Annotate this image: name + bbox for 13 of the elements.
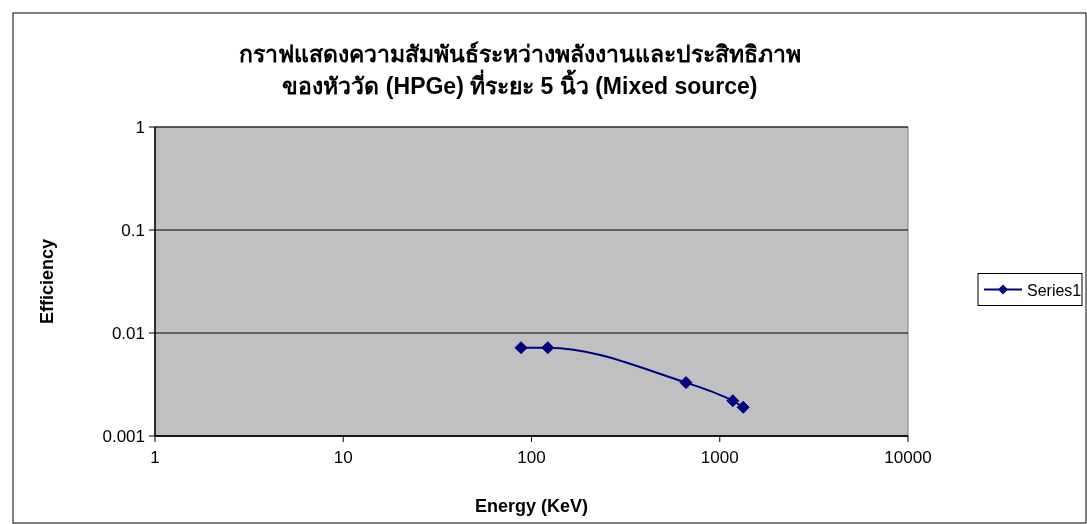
- y-axis-title: Efficiency: [37, 238, 57, 325]
- y-tick-label: 0.001: [102, 427, 145, 446]
- legend-label: Series1: [1027, 281, 1082, 299]
- chart-title: กราฟแสดงความสัมพันธ์ระหว่างพลังงานและประสิทธิภาพ ของหัววัด (HPGe) ที่ระยะ 5 นิ้ว (Mixed source): [239, 41, 801, 99]
- x-tick-label: 100: [517, 448, 546, 467]
- y-tick-label: 1: [135, 118, 145, 137]
- x-tick-label: 1: [150, 448, 160, 467]
- x-tick-label: 10: [333, 448, 353, 467]
- y-tick-label: 0.01: [111, 324, 145, 343]
- x-tick-label: 1000: [700, 448, 739, 467]
- x-tick-label: 10000: [884, 448, 932, 467]
- y-tick-label: 0.1: [121, 221, 145, 240]
- x-axis-title: Energy (KeV): [474, 496, 589, 516]
